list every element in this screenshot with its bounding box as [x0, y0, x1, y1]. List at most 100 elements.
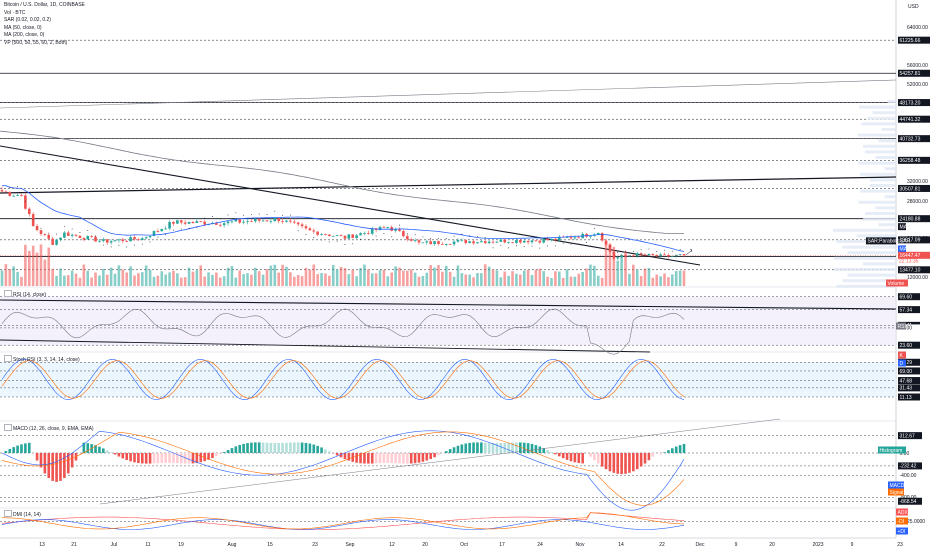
candle-body [257, 218, 261, 221]
volume-profile-bar [858, 200, 896, 204]
candle-body [359, 233, 362, 236]
candle-body [526, 240, 530, 243]
macd-histogram-bar [179, 453, 183, 464]
macd-eye-icon[interactable] [4, 424, 12, 431]
volume-bar [66, 275, 70, 286]
volume-bar [12, 266, 15, 286]
macd-level-label: -400.00 [900, 473, 917, 479]
candle-body [238, 219, 242, 223]
volume-profile-bar [858, 133, 896, 137]
volume-profile-bar [834, 268, 896, 271]
macd-histogram-bar [343, 453, 347, 460]
candle-body [74, 234, 78, 236]
sar-dot [134, 244, 135, 246]
legend-ma200: MA (200, close, 0) [4, 32, 45, 39]
time-tick-label: Nov [576, 542, 585, 548]
candle-body [199, 221, 203, 222]
volume-bar [156, 275, 160, 286]
chart-title: Bitcoin / U.S. Dollar, 1D, COINBASE [4, 2, 85, 8]
macd-histogram-bar [565, 453, 569, 460]
candle-body [316, 231, 319, 235]
candle-body [308, 228, 312, 231]
sar-dot [328, 241, 330, 243]
candle-body [413, 240, 417, 242]
candle-body [433, 241, 436, 245]
volume-bar [207, 272, 210, 286]
stoch-level-label-bg [898, 367, 920, 375]
candle-body [483, 241, 487, 244]
last-price-badge: 16447.47 [900, 253, 921, 259]
macd-histogram-bar [296, 442, 300, 453]
volume-bar [140, 272, 144, 286]
price-level-label: 54257.81 [900, 71, 921, 77]
volume-profile-bar [875, 206, 896, 210]
volume-bar [133, 275, 136, 286]
time-tick-label: 20 [422, 542, 428, 548]
macd-histogram-bar [647, 453, 651, 461]
volume-bar [242, 274, 245, 286]
sar-dot [383, 233, 385, 235]
rsi-eye-icon[interactable] [4, 290, 12, 297]
candle-body [511, 242, 514, 244]
volume-bar [129, 266, 132, 286]
stoch-eye-icon[interactable] [4, 355, 12, 362]
candle-body [604, 240, 608, 245]
macd-histogram-bar [569, 453, 573, 462]
rsi-badge-bg [896, 322, 906, 330]
macd-histogram-bar [682, 443, 686, 453]
candle-body [573, 237, 577, 239]
macd-histogram-bar [390, 453, 394, 464]
candle-body [102, 239, 105, 241]
sar-dot [438, 238, 439, 239]
candle-body [503, 239, 507, 243]
macd-histogram-bar [254, 442, 257, 453]
candle-body [296, 222, 300, 225]
sar-dot [188, 227, 190, 229]
macd-level-label-bg [898, 449, 922, 457]
candle-body [628, 255, 631, 257]
sar-dot [578, 243, 580, 245]
macd-histogram-bar [507, 442, 510, 453]
macd-histogram-bar [125, 453, 129, 461]
volume-bar [421, 276, 425, 286]
volume-bar [398, 267, 401, 286]
time-tick-label: Oct [460, 542, 468, 548]
candle-body [47, 234, 51, 239]
sar-dot [235, 212, 237, 214]
candle-body [507, 242, 510, 244]
macd-histogram-bar [526, 443, 530, 453]
macd-histogram-bar [616, 453, 620, 474]
macd-histogram-bar [620, 453, 623, 475]
volume-bar [35, 252, 39, 286]
candle-body [109, 241, 113, 243]
sar-dot [617, 251, 619, 253]
candle-body [476, 242, 479, 244]
volume-profile-bar [860, 172, 896, 176]
volume-bar [402, 270, 405, 286]
candle-body [20, 195, 23, 196]
time-tick-label: 19 [178, 542, 184, 548]
candle-body [394, 229, 397, 231]
price-level-label-bg [898, 135, 930, 143]
time-tick-label: Sep [346, 542, 355, 548]
sar-dot [367, 239, 369, 241]
candle-body [277, 217, 280, 222]
candle-body [195, 221, 199, 223]
volume-profile-bar [863, 144, 896, 148]
macd-histogram-bar [663, 452, 666, 453]
volume-bar [300, 276, 304, 286]
price-tick-label: 56000.00 [907, 63, 928, 69]
candle-body [600, 232, 604, 241]
time-tick-label: 23 [312, 542, 318, 548]
candle-body [674, 254, 678, 256]
candle-body [554, 238, 557, 241]
chart-legend: Bitcoin / U.S. Dollar, 1D, COINBASE Vol … [4, 2, 85, 48]
macd-histogram-bar [546, 450, 549, 453]
candle-body [324, 234, 327, 235]
dmi-eye-icon[interactable] [4, 510, 12, 517]
time-tick-label: 11 [145, 542, 150, 548]
volume-bar [409, 269, 413, 286]
volume-bar [608, 244, 612, 286]
